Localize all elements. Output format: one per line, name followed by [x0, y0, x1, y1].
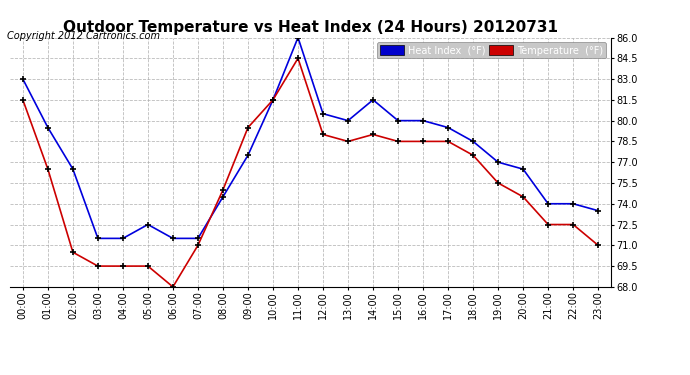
Title: Outdoor Temperature vs Heat Index (24 Hours) 20120731: Outdoor Temperature vs Heat Index (24 Ho…: [63, 20, 558, 35]
Text: Copyright 2012 Cartronics.com: Copyright 2012 Cartronics.com: [7, 32, 160, 41]
Legend: Heat Index  (°F), Temperature  (°F): Heat Index (°F), Temperature (°F): [377, 42, 606, 58]
